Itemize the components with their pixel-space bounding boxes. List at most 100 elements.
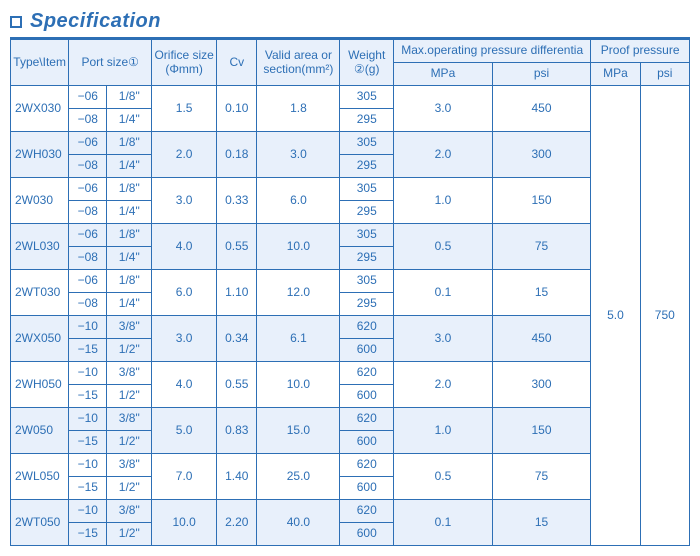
cell-orifice: 7.0	[152, 454, 217, 500]
cell-proof-psi: 750	[640, 86, 689, 546]
cell-orifice: 3.0	[152, 178, 217, 224]
hdr-proof-mpa: MPa	[591, 63, 640, 86]
cell-area: 40.0	[257, 500, 340, 546]
cell-weight: 305	[340, 132, 394, 155]
cell-max-psi: 150	[492, 178, 591, 224]
cell-port: 1/4"	[107, 247, 152, 270]
cell-code: −15	[69, 431, 107, 454]
cell-orifice: 2.0	[152, 132, 217, 178]
cell-code: −08	[69, 293, 107, 316]
cell-port: 3/8"	[107, 362, 152, 385]
cell-port: 1/8"	[107, 178, 152, 201]
table-row: 2W030−061/8"3.00.336.03051.0150	[11, 178, 690, 201]
cell-max-mpa: 1.0	[394, 408, 493, 454]
cell-orifice: 6.0	[152, 270, 217, 316]
cell-area: 10.0	[257, 224, 340, 270]
cell-code: −15	[69, 477, 107, 500]
table-row: 2WT050−103/8"10.02.2040.06200.115	[11, 500, 690, 523]
cell-weight: 295	[340, 293, 394, 316]
cell-cv: 2.20	[217, 500, 257, 546]
cell-cv: 0.10	[217, 86, 257, 132]
cell-port: 1/2"	[107, 523, 152, 546]
cell-port: 3/8"	[107, 408, 152, 431]
cell-cv: 0.55	[217, 224, 257, 270]
table-row: 2WL050−103/8"7.01.4025.06200.575	[11, 454, 690, 477]
cell-cv: 1.10	[217, 270, 257, 316]
cell-code: −15	[69, 339, 107, 362]
hdr-orifice: Orifice size (Φmm)	[152, 40, 217, 86]
cell-port: 1/2"	[107, 477, 152, 500]
cell-max-mpa: 2.0	[394, 132, 493, 178]
table-row: 2WH030−061/8"2.00.183.03052.0300	[11, 132, 690, 155]
cell-code: −10	[69, 500, 107, 523]
cell-code: −06	[69, 270, 107, 293]
cell-port: 1/4"	[107, 155, 152, 178]
cell-weight: 305	[340, 178, 394, 201]
hdr-port: Port size①	[69, 40, 152, 86]
cell-port: 1/4"	[107, 293, 152, 316]
hdr-max-psi: psi	[492, 63, 591, 86]
cell-weight: 620	[340, 500, 394, 523]
cell-port: 1/8"	[107, 224, 152, 247]
cell-orifice: 4.0	[152, 362, 217, 408]
cell-port: 1/8"	[107, 132, 152, 155]
cell-code: −10	[69, 454, 107, 477]
cell-code: −15	[69, 385, 107, 408]
cell-max-psi: 300	[492, 362, 591, 408]
cell-max-psi: 450	[492, 316, 591, 362]
cell-proof-mpa: 5.0	[591, 86, 640, 546]
cell-port: 3/8"	[107, 316, 152, 339]
cell-weight: 305	[340, 270, 394, 293]
cell-weight: 600	[340, 477, 394, 500]
cell-area: 25.0	[257, 454, 340, 500]
hdr-maxop: Max.operating pressure differentia	[394, 40, 591, 63]
cell-code: −10	[69, 362, 107, 385]
cell-max-psi: 75	[492, 454, 591, 500]
title-row: Specification	[10, 10, 690, 33]
cell-type: 2WL050	[11, 454, 69, 500]
hdr-type: Type\Item	[11, 40, 69, 86]
cell-code: −08	[69, 155, 107, 178]
cell-max-mpa: 0.1	[394, 500, 493, 546]
cell-code: −06	[69, 132, 107, 155]
cell-weight: 600	[340, 339, 394, 362]
hdr-proof-psi: psi	[640, 63, 689, 86]
cell-orifice: 3.0	[152, 316, 217, 362]
cell-port: 3/8"	[107, 500, 152, 523]
cell-max-psi: 300	[492, 132, 591, 178]
cell-max-psi: 15	[492, 500, 591, 546]
table-row: 2WH050−103/8"4.00.5510.06202.0300	[11, 362, 690, 385]
cell-area: 6.1	[257, 316, 340, 362]
cell-max-mpa: 3.0	[394, 86, 493, 132]
cell-orifice: 4.0	[152, 224, 217, 270]
table-body: 2WX030−061/8"1.50.101.83053.04505.0750−0…	[11, 86, 690, 546]
cell-weight: 620	[340, 316, 394, 339]
cell-weight: 620	[340, 454, 394, 477]
cell-max-mpa: 0.5	[394, 454, 493, 500]
table-row: 2W050−103/8"5.00.8315.06201.0150	[11, 408, 690, 431]
table-row: 2WX030−061/8"1.50.101.83053.04505.0750	[11, 86, 690, 109]
cell-weight: 600	[340, 385, 394, 408]
cell-max-psi: 150	[492, 408, 591, 454]
cell-weight: 305	[340, 86, 394, 109]
cell-area: 15.0	[257, 408, 340, 454]
cell-cv: 0.34	[217, 316, 257, 362]
cell-weight: 600	[340, 523, 394, 546]
cell-type: 2WH030	[11, 132, 69, 178]
hdr-max-mpa: MPa	[394, 63, 493, 86]
cell-cv: 0.33	[217, 178, 257, 224]
cell-weight: 620	[340, 362, 394, 385]
cell-port: 1/2"	[107, 431, 152, 454]
cell-type: 2WT050	[11, 500, 69, 546]
cell-area: 10.0	[257, 362, 340, 408]
cell-max-mpa: 3.0	[394, 316, 493, 362]
cell-code: −06	[69, 86, 107, 109]
cell-weight: 600	[340, 431, 394, 454]
cell-orifice: 1.5	[152, 86, 217, 132]
cell-type: 2WX050	[11, 316, 69, 362]
cell-code: −15	[69, 523, 107, 546]
cell-type: 2WT030	[11, 270, 69, 316]
bullet-icon	[10, 16, 22, 28]
table-header: Type\Item Port size① Orifice size (Φmm) …	[11, 40, 690, 86]
cell-orifice: 5.0	[152, 408, 217, 454]
